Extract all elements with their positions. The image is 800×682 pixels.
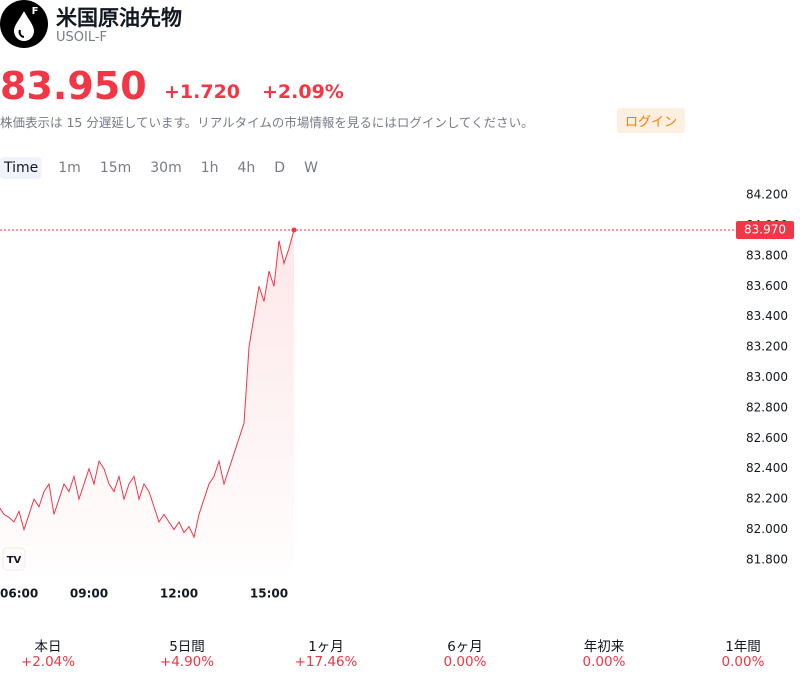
y-tick-label: 83.800 [746,248,788,262]
period-value: +2.04% [20,654,76,670]
y-tick-label: 81.800 [746,552,788,566]
y-tick-label: 84.200 [746,188,788,202]
x-tick-label: 09:00 [70,587,108,601]
line [0,229,295,539]
period-label: 1ヶ月 [308,639,344,655]
y-tick-label: 82.600 [746,431,788,445]
period-label: 1年間 [725,639,761,655]
timeframe[interactable]: 30m [150,160,182,176]
period-value: +17.46% [294,654,358,670]
y-tick-label: 82.800 [746,400,788,414]
period-label: 本日 [34,639,62,655]
symbol: USOIL-F [56,30,108,45]
timeframe[interactable]: D [274,160,286,176]
period-label: 5日間 [169,639,205,655]
change-percent: +2.09% [262,81,344,103]
price-tag-label: 83.970 [744,222,786,236]
period-value: +4.90% [159,654,215,670]
login-button[interactable]: ログイン [617,108,686,133]
y-tick-label: 82.400 [746,461,788,475]
timeframe[interactable]: 1m [58,160,81,176]
change: +1.720 [164,81,241,103]
period-value: 0.00% [721,654,765,670]
timeframe[interactable]: 15m [99,160,132,176]
y-tick-label: 82.200 [746,492,788,506]
x-tick-label: 06:00 [0,587,38,601]
symbol-icon [0,0,48,48]
drop-icon [14,11,34,41]
x-tick-label: 12:00 [160,587,198,601]
timeframe[interactable]: W [304,160,318,176]
area [0,229,294,568]
y-tick-label: 83.200 [746,340,788,354]
timeframe[interactable]: 1h [200,160,219,176]
x-tick-label: 15:00 [250,587,288,601]
delay-notice: 株価表示は 15 分遅延しています。リアルタイムの市場情報を見るにはログインして… [0,115,534,130]
timeframe[interactable]: Time [0,157,43,179]
period-value: 0.00% [582,654,626,670]
title: 米国原油先物 [56,6,182,30]
price-tag [736,220,794,239]
timeframe[interactable]: 4h [237,160,256,176]
y-tick-label: 83.400 [746,309,788,323]
y-tick-label: 83.000 [746,370,788,384]
y-tick-label: 83.600 [746,279,788,293]
timeframe-bar: Time 1m 15m 30m 1h 4h D W [0,157,329,179]
price: 83.950 [0,64,147,108]
period-value: 0.00% [443,654,487,670]
icon-badge: F [31,6,39,17]
period-label: 6ヶ月 [447,639,483,655]
y-tick-label: 82.000 [746,522,788,536]
period-label: 年初来 [583,639,625,655]
